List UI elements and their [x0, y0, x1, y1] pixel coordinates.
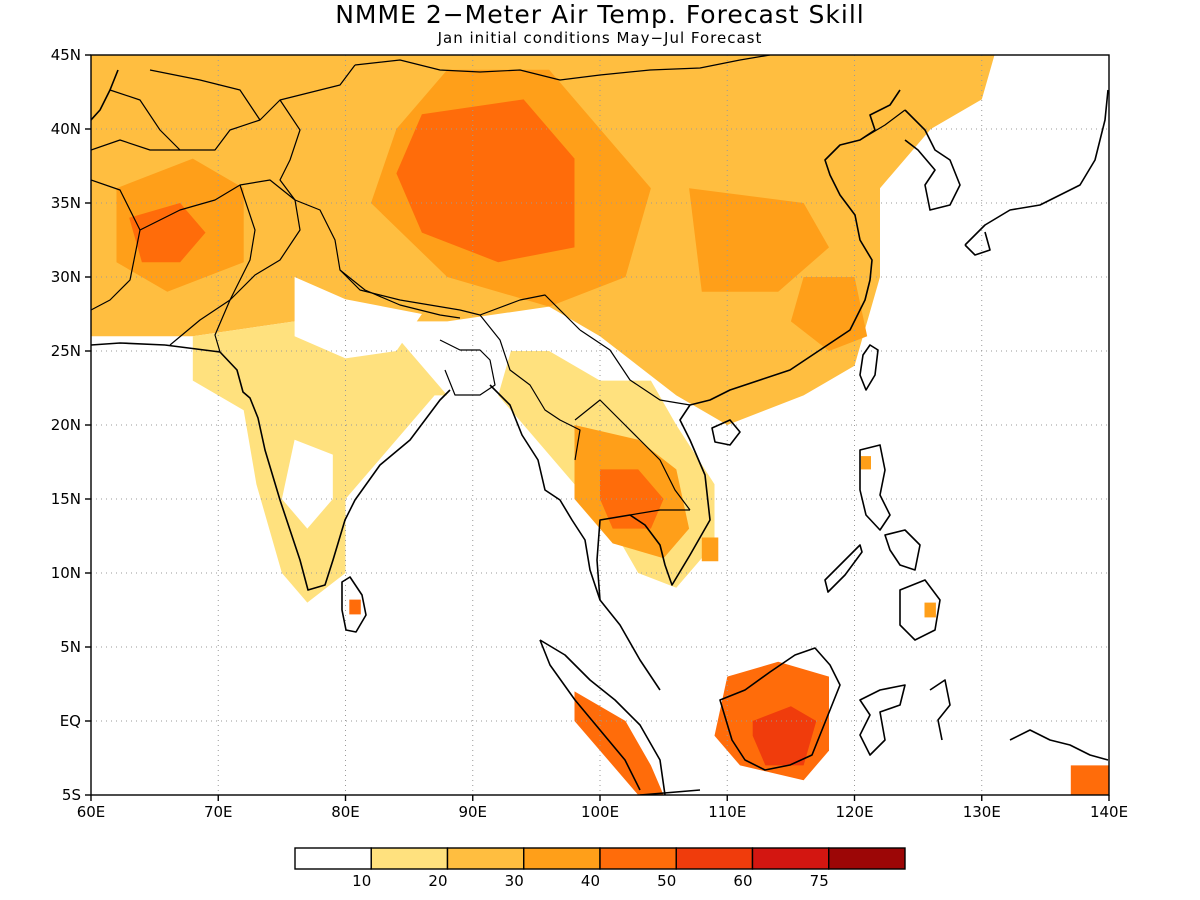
- skill-region-3: [294, 277, 422, 359]
- lon-tick-label-70E: 70E: [204, 803, 233, 821]
- skill-region-18: [860, 456, 871, 470]
- coastline-arabian-sea: [91, 342, 166, 346]
- lon-tick-label-130E: 130E: [963, 803, 1001, 821]
- border-kazakhstan: [149, 69, 261, 121]
- border-china-korea: [859, 109, 906, 141]
- coastline-borneo: [719, 647, 841, 771]
- skill-region-19: [924, 602, 936, 618]
- skill-region-10: [129, 203, 206, 263]
- color-legend: 10 20 30 40 50 60 75: [294, 847, 906, 890]
- coastline-japan: [964, 89, 1109, 246]
- coastline-halmahera: [929, 679, 951, 741]
- legend-swatch-3: [523, 847, 601, 870]
- lon-tick-label-140E: 140E: [1090, 803, 1128, 821]
- legend-swatch-1: [370, 847, 449, 870]
- legend-swatch-4: [599, 847, 677, 870]
- coastline-sulawesi: [859, 684, 906, 756]
- coastline-taiwan: [859, 344, 879, 391]
- skill-region-20: [701, 537, 719, 562]
- coastline-myanmar-malaysia: [489, 384, 661, 691]
- border-central-asia: [109, 64, 356, 151]
- legend-swatch-5: [675, 847, 754, 870]
- coastline-sumatra-west: [539, 639, 641, 791]
- skill-region-17: [349, 599, 361, 615]
- skill-region-8: [790, 277, 868, 351]
- lat-tick-label-EQ: EQ: [60, 712, 81, 730]
- legend-label-10: 10: [352, 872, 371, 890]
- lat-tick-label-45N: 45N: [51, 46, 81, 64]
- coastline-hainan: [711, 419, 741, 446]
- skill-region-9: [396, 99, 575, 263]
- lon-tick-label-100E: 100E: [581, 803, 619, 821]
- legend-swatch-6: [751, 847, 830, 870]
- grid-lines: [91, 55, 1109, 795]
- skill-region-7: [689, 188, 829, 292]
- lon-tick-label-110E: 110E: [708, 803, 746, 821]
- legend-label-50: 50: [657, 872, 676, 890]
- border-turkmenistan: [91, 139, 180, 151]
- border-thailand-laos: [574, 399, 691, 511]
- skill-region-16: [1070, 765, 1109, 795]
- legend-label-40: 40: [581, 872, 600, 890]
- skill-region-4: [281, 439, 333, 529]
- lon-tick-label-120E: 120E: [835, 803, 873, 821]
- lat-tick-label-25N: 25N: [51, 342, 81, 360]
- coastline-sumatra: [539, 639, 666, 795]
- coastline-caspian: [91, 69, 119, 121]
- legend-label-60: 60: [733, 872, 752, 890]
- lat-tick-label-30N: 30N: [51, 268, 81, 286]
- legend-label-20: 20: [428, 872, 447, 890]
- lon-tick-label-90E: 90E: [458, 803, 487, 821]
- border-afghanistan-pakistan: [139, 179, 301, 346]
- lon-tick-label-80E: 80E: [331, 803, 360, 821]
- country-borders: [91, 55, 906, 516]
- lat-tick-label-20N: 20N: [51, 416, 81, 434]
- map-subtitle: Jan initial conditions May−Jul Forecast: [437, 29, 763, 47]
- coastline-palawan: [824, 544, 863, 593]
- coastline-java: [639, 789, 701, 795]
- legend-swatch-0: [294, 847, 372, 870]
- border-china-west: [279, 99, 581, 331]
- coastline-kyushu: [964, 231, 991, 256]
- coastline-new-guinea: [1009, 729, 1109, 761]
- legend-swatch-2: [446, 847, 525, 870]
- lon-tick-label-60E: 60E: [77, 803, 106, 821]
- coastline-sri-lanka: [341, 576, 367, 633]
- border-india-nepal: [339, 269, 461, 319]
- lat-tick-label-15N: 15N: [51, 490, 81, 508]
- border-myanmar: [479, 314, 581, 461]
- legend-swatch-7: [828, 847, 906, 870]
- coastline-mindanao: [899, 579, 941, 641]
- coastline-visayas: [884, 529, 921, 571]
- coastline-indochina: [596, 89, 901, 601]
- coastline-korea: [904, 109, 961, 211]
- border-china-laos-vietnam: [579, 329, 691, 406]
- border-mongolia: [354, 55, 771, 81]
- border-cambodia: [629, 509, 690, 516]
- border-bangladesh: [439, 339, 496, 396]
- coastline-india: [164, 344, 451, 591]
- lat-tick-label-5S: 5S: [62, 786, 81, 804]
- border-iran-afghanistan: [91, 179, 141, 311]
- skill-shading-layer: [91, 55, 1109, 795]
- map-title: NMME 2−Meter Air Temp. Forecast Skill: [335, 0, 865, 29]
- legend-label-75: 75: [810, 872, 829, 890]
- skill-region-15: [574, 691, 664, 795]
- coastline-luzon: [859, 444, 891, 531]
- skill-region-14: [752, 706, 817, 766]
- lat-tick-label-40N: 40N: [51, 120, 81, 138]
- legend-label-30: 30: [505, 872, 524, 890]
- border-pakistan-india: [214, 184, 256, 353]
- lat-tick-label-5N: 5N: [60, 638, 81, 656]
- lat-tick-label-10N: 10N: [51, 564, 81, 582]
- coastlines: [91, 69, 1109, 795]
- lat-tick-label-35N: 35N: [51, 194, 81, 212]
